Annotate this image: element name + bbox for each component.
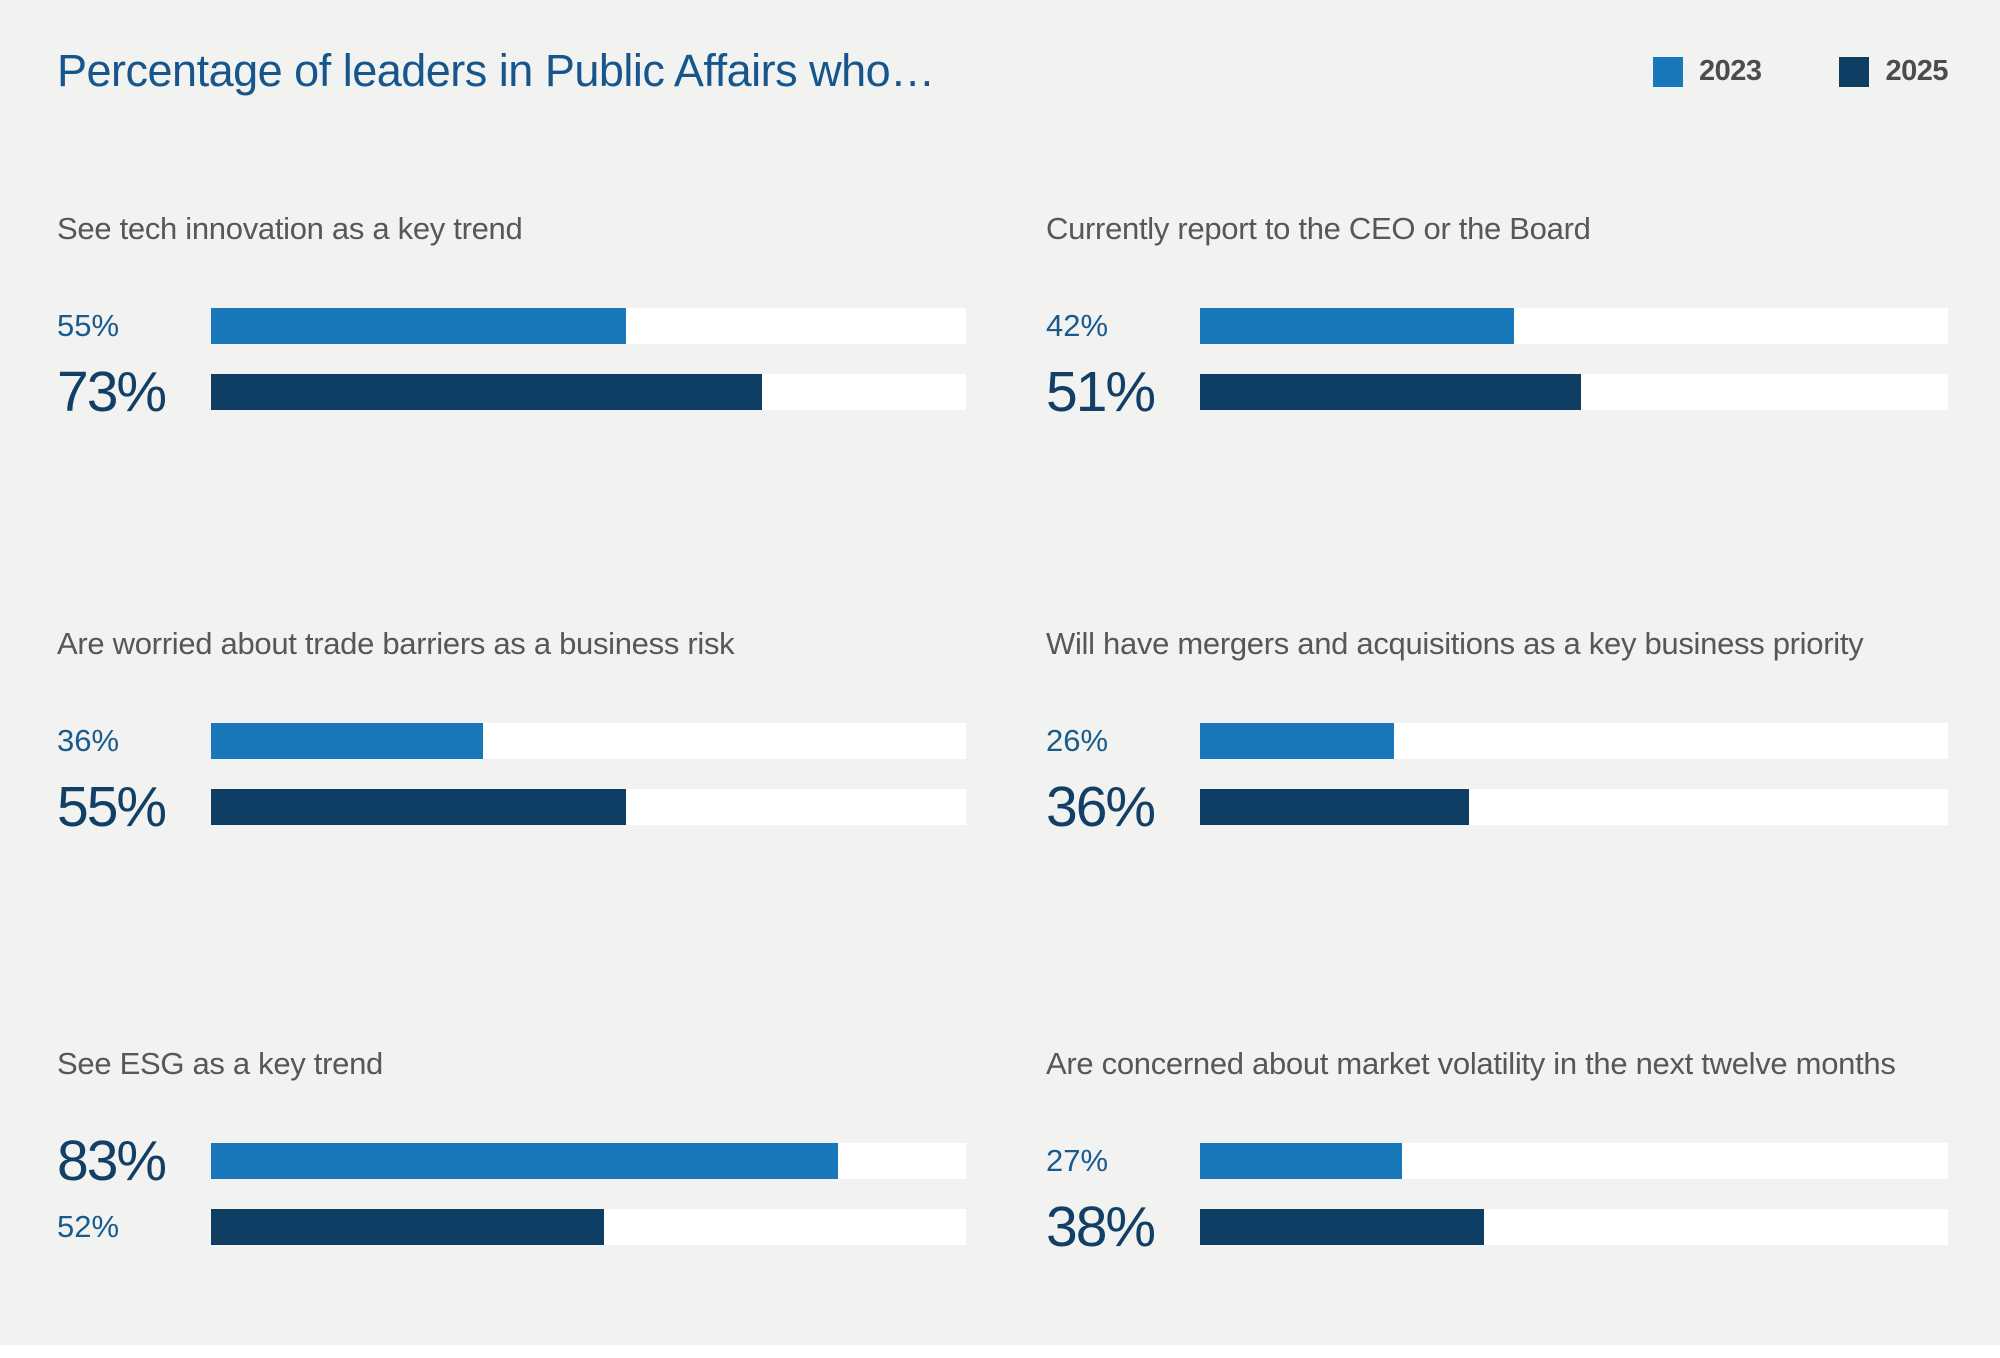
bar-row-2023: 55% [57,308,966,344]
legend-swatch-2025-icon [1839,56,1870,87]
panel-title-area: See ESG as a key trend [57,985,966,1085]
panel-grid: See tech innovation as a key trend 55% 7… [0,150,2000,1345]
bar-fill-2023 [1200,1143,1402,1179]
legend-item-2025: 2025 [1839,55,1948,88]
bar-fill-2023 [211,723,483,759]
bar-track-2023 [211,1143,966,1179]
panel-title: Currently report to the CEO or the Board [1046,211,1591,247]
bar-fill-2025 [1200,374,1582,410]
legend-label-2025: 2025 [1885,55,1948,87]
panel-title-area: Currently report to the CEO or the Board [1046,150,1948,250]
panel-title: Are worried about trade barriers as a bu… [57,626,735,662]
bar-row-2023: 26% [1046,723,1948,759]
bar-fill-2025 [211,1209,604,1245]
bar-row-2023: 83% [57,1129,966,1193]
legend: 2023 2025 [1652,55,1948,88]
panel-esg-trend: See ESG as a key trend 83% 52% [57,985,966,1345]
bar-track-2023 [211,308,966,344]
panel-report-ceo-board: Currently report to the CEO or the Board… [1046,150,1948,565]
bar-row-2023: 27% [1046,1143,1948,1179]
bar-value-label-2025: 52% [57,1209,120,1244]
bar-value-label-2023: 26% [1046,723,1109,758]
bar-value-label-2023: 27% [1046,1143,1109,1178]
bar-value-label-2023: 36% [57,723,120,758]
bar-value-label-2025: 73% [57,360,167,424]
bar-row-2025: 73% [57,360,966,424]
legend-item-2023: 2023 [1652,55,1762,88]
bar-track-2023 [211,723,966,759]
legend-label-2023: 2023 [1698,55,1762,87]
bar-fill-2023 [1200,723,1395,759]
bar-track-2025 [211,1209,966,1245]
bar-value-label-2025: 36% [1046,775,1156,839]
bar-track-2025 [1200,374,1948,410]
bar-fill-2025 [1200,1209,1485,1245]
panel-title-area: Are concerned about market volatility in… [1046,985,1948,1085]
bar-fill-2023 [211,308,627,344]
bar-track-2025 [1200,1209,1948,1245]
bar-row-2025: 36% [1046,775,1948,839]
bar-track-2023 [1200,1143,1948,1179]
panel-tech-innovation: See tech innovation as a key trend 55% 7… [57,150,966,565]
header: Percentage of leaders in Public Affairs … [0,0,2000,150]
bar-track-2023 [1200,308,1948,344]
panel-title-area: Are worried about trade barriers as a bu… [57,565,966,665]
bar-fill-2023 [1200,308,1515,344]
bar-value-label-2023: 42% [1046,308,1109,343]
bar-row-2025: 52% [57,1209,966,1245]
panel-trade-barriers: Are worried about trade barriers as a bu… [57,565,966,985]
panel-mergers-acquisitions: Will have mergers and acquisitions as a … [1046,565,1948,985]
bar-track-2025 [1200,789,1948,825]
footer-strip [0,1345,2000,1358]
panel-title: See tech innovation as a key trend [57,211,523,247]
panel-market-volatility: Are concerned about market volatility in… [1046,985,1948,1345]
bar-fill-2025 [1200,789,1470,825]
bar-fill-2025 [211,789,627,825]
panel-title-area: See tech innovation as a key trend [57,150,966,250]
bar-row-2023: 42% [1046,308,1948,344]
panel-title: See ESG as a key trend [57,1046,383,1082]
bar-value-label-2023: 55% [57,308,120,343]
bar-track-2023 [1200,723,1948,759]
bar-fill-2023 [211,1143,838,1179]
panel-title-area: Will have mergers and acquisitions as a … [1046,565,1948,665]
bar-track-2025 [211,789,966,825]
bar-row-2025: 38% [1046,1195,1948,1259]
panel-title: Will have mergers and acquisitions as a … [1046,626,1864,662]
legend-swatch-2023-icon [1652,56,1683,87]
bar-track-2025 [211,374,966,410]
bar-value-label-2023: 83% [57,1129,167,1193]
bar-value-label-2025: 51% [1046,360,1156,424]
bar-value-label-2025: 55% [57,775,167,839]
panel-title: Are concerned about market volatility in… [1046,1046,1896,1082]
bar-value-label-2025: 38% [1046,1195,1156,1259]
page-title: Percentage of leaders in Public Affairs … [57,45,935,96]
bar-row-2023: 36% [57,723,966,759]
bar-row-2025: 55% [57,775,966,839]
bar-fill-2025 [211,374,763,410]
bar-row-2025: 51% [1046,360,1948,424]
